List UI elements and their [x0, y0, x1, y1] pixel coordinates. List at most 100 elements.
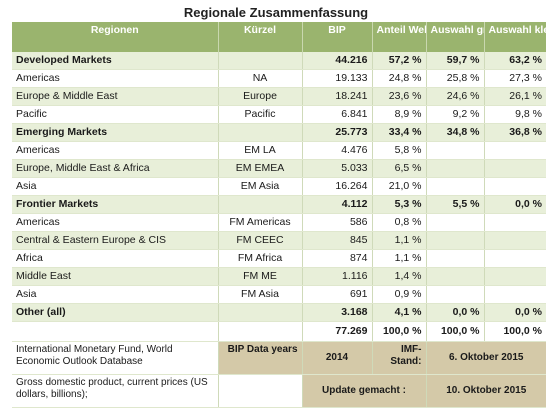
region-cell: Asia: [12, 285, 219, 304]
auswahl-klein-cell: [484, 285, 546, 304]
bip-data-years-label: BIP Data years: [218, 341, 303, 375]
auswahl-klein-cell: 9,8 %: [484, 105, 546, 124]
auswahl-klein-cell: [484, 177, 546, 196]
anteil-welt-cell: 1,4 %: [372, 267, 427, 286]
kuerzel-cell: EM Asia: [218, 177, 303, 196]
kuerzel-cell: Europe: [218, 87, 303, 106]
imf-stand-label: IMF-Stand:: [372, 341, 427, 375]
total-cell: [218, 321, 303, 342]
anteil-welt-cell: 21,0 %: [372, 177, 427, 196]
anteil-welt-cell: 1,1 %: [372, 249, 427, 268]
bip-cell: 4.476: [302, 141, 373, 160]
bip-cell: 4.112: [302, 195, 373, 214]
anteil-welt-cell: 23,6 %: [372, 87, 427, 106]
kuerzel-cell: FM CEEC: [218, 231, 303, 250]
region-row: Americas NA 19.133 24,8 % 25,8 % 27,3 %: [12, 69, 546, 88]
total-auswahl-gross: 100,0 %: [426, 321, 485, 342]
bip-cell: 845: [302, 231, 373, 250]
region-row: Americas FM Americas 586 0,8 %: [12, 213, 546, 232]
auswahl-gross-cell: [426, 231, 485, 250]
anteil-welt-cell: 6,5 %: [372, 159, 427, 178]
anteil-welt-cell: 0,8 %: [372, 213, 427, 232]
bip-cell: 6.841: [302, 105, 373, 124]
region-cell: Pacific: [12, 105, 219, 124]
auswahl-gross-cell: [426, 159, 485, 178]
header-anteil-welt: Anteil Welt: [372, 22, 427, 52]
auswahl-klein-cell: [484, 249, 546, 268]
region-cell: Americas: [12, 141, 219, 160]
bip-cell: 5.033: [302, 159, 373, 178]
bip-cell: 18.241: [302, 87, 373, 106]
auswahl-gross-cell: 5,5 %: [426, 195, 485, 214]
region-row: Middle East FM ME 1.116 1,4 %: [12, 267, 546, 286]
kuerzel-cell: FM ME: [218, 267, 303, 286]
region-row: Asia EM Asia 16.264 21,0 %: [12, 177, 546, 196]
auswahl-gross-cell: 59,7 %: [426, 52, 485, 70]
header-row: Regionen Kürzel BIP Anteil Welt Auswahl …: [12, 22, 546, 52]
kuerzel-cell: FM Africa: [218, 249, 303, 268]
auswahl-klein-cell: 0,0 %: [484, 303, 546, 322]
auswahl-gross-cell: [426, 177, 485, 196]
region-cell: Americas: [12, 213, 219, 232]
bip-cell: 19.133: [302, 69, 373, 88]
source-text: International Monetary Fund, World Econo…: [12, 341, 219, 375]
anteil-welt-cell: 57,2 %: [372, 52, 427, 70]
anteil-welt-cell: 4,1 %: [372, 303, 427, 322]
region-row: Europe & Middle East Europe 18.241 23,6 % 24…: [12, 87, 546, 106]
region-cell: Developed Markets: [12, 52, 219, 70]
kuerzel-cell: EM EMEA: [218, 159, 303, 178]
gdp-note: Gross domestic product, current prices (…: [12, 374, 219, 408]
kuerzel-cell: FM Americas: [218, 213, 303, 232]
bip-cell: 3.168: [302, 303, 373, 322]
total-cell: [12, 321, 219, 342]
total-bip: 77.269: [302, 321, 373, 342]
bip-cell: 1.116: [302, 267, 373, 286]
region-cell: Africa: [12, 249, 219, 268]
auswahl-klein-cell: 26,1 %: [484, 87, 546, 106]
auswahl-gross-cell: [426, 285, 485, 304]
anteil-welt-cell: 5,8 %: [372, 141, 427, 160]
imf-stand-date: 6. Oktober 2015: [426, 341, 546, 375]
auswahl-gross-cell: [426, 267, 485, 286]
region-cell: Emerging Markets: [12, 123, 219, 142]
page-title: Regionale Zusammenfassung: [183, 5, 369, 20]
group-row: Frontier Markets 4.112 5,3 % 5,5 % 0,0 %: [12, 195, 546, 214]
auswahl-gross-cell: 25,8 %: [426, 69, 485, 88]
region-cell: Europe, Middle East & Africa: [12, 159, 219, 178]
regions-table: Regionen Kürzel BIP Anteil Welt Auswahl …: [12, 22, 546, 408]
header-regionen: Regionen: [12, 22, 219, 52]
auswahl-klein-cell: [484, 159, 546, 178]
header-bip: BIP: [302, 22, 373, 52]
auswahl-klein-cell: 27,3 %: [484, 69, 546, 88]
update-label: Update gemacht :: [302, 374, 427, 408]
footer-empty-cell: [218, 374, 303, 408]
kuerzel-cell: [218, 303, 303, 322]
kuerzel-cell: [218, 52, 303, 70]
auswahl-klein-cell: 0,0 %: [484, 195, 546, 214]
region-row: Africa FM Africa 874 1,1 %: [12, 249, 546, 268]
region-cell: Americas: [12, 69, 219, 88]
anteil-welt-cell: 1,1 %: [372, 231, 427, 250]
auswahl-klein-cell: [484, 213, 546, 232]
footer-row-2: Gross domestic product, current prices (…: [12, 374, 546, 408]
region-row: Europe, Middle East & Africa EM EMEA 5.033…: [12, 159, 546, 178]
total-auswahl-klein: 100,0 %: [484, 321, 546, 342]
anteil-welt-cell: 33,4 %: [372, 123, 427, 142]
region-cell: Central & Eastern Europe & CIS: [12, 231, 219, 250]
region-row: Pacific Pacific 6.841 8,9 % 9,2 % 9,8 %: [12, 105, 546, 124]
bip-cell: 691: [302, 285, 373, 304]
bip-data-year: 2014: [302, 341, 373, 375]
auswahl-klein-cell: 36,8 %: [484, 123, 546, 142]
kuerzel-cell: EM LA: [218, 141, 303, 160]
region-cell: Other (all): [12, 303, 219, 322]
anteil-welt-cell: 5,3 %: [372, 195, 427, 214]
group-row: Other (all) 3.168 4,1 % 0,0 % 0,0 %: [12, 303, 546, 322]
auswahl-gross-cell: 9,2 %: [426, 105, 485, 124]
region-cell: Frontier Markets: [12, 195, 219, 214]
header-auswahl-klein: Auswahl klein: [484, 22, 546, 52]
group-row: Emerging Markets 25.773 33,4 % 34,8 % 36,8 %: [12, 123, 546, 142]
region-cell: Asia: [12, 177, 219, 196]
auswahl-gross-cell: [426, 141, 485, 160]
auswahl-klein-cell: [484, 141, 546, 160]
auswahl-klein-cell: 63,2 %: [484, 52, 546, 70]
